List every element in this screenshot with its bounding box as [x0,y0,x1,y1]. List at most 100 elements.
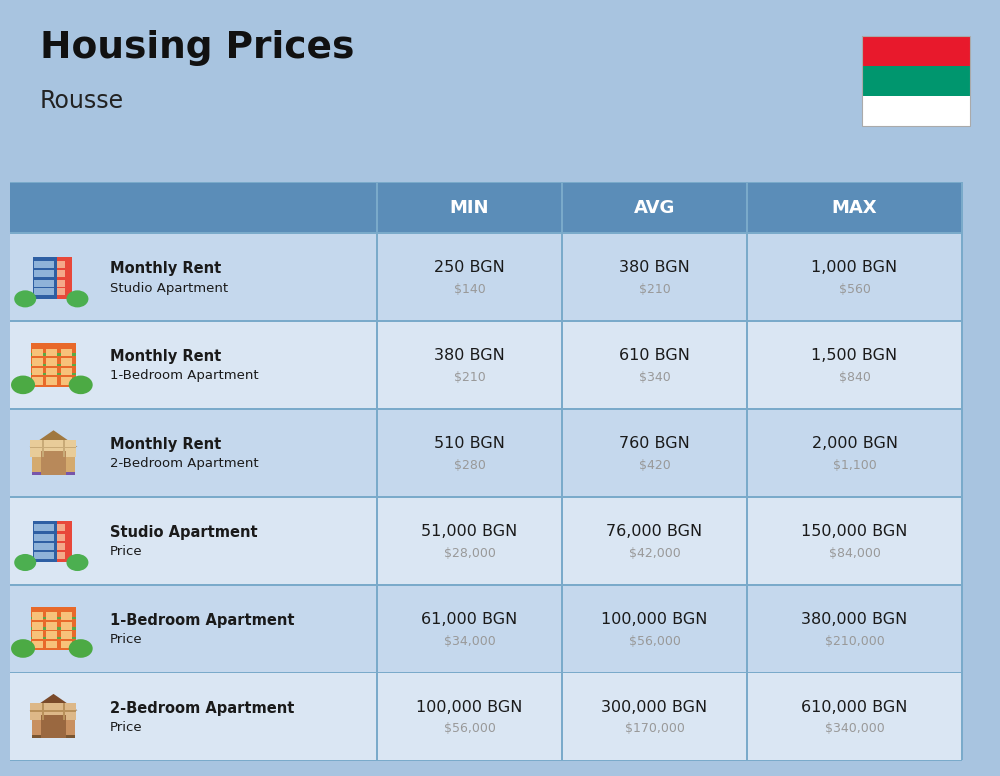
FancyBboxPatch shape [32,641,43,649]
FancyBboxPatch shape [42,440,44,457]
Text: 150,000 BGN: 150,000 BGN [801,524,908,539]
FancyBboxPatch shape [376,182,378,234]
FancyBboxPatch shape [746,321,748,409]
FancyBboxPatch shape [34,525,44,532]
FancyBboxPatch shape [31,627,76,629]
FancyBboxPatch shape [961,673,963,760]
FancyBboxPatch shape [44,543,54,550]
FancyBboxPatch shape [31,617,76,619]
Text: 2-Bedroom Apartment: 2-Bedroom Apartment [110,457,259,470]
FancyBboxPatch shape [10,673,962,760]
FancyBboxPatch shape [57,543,65,550]
Text: Monthly Rent: Monthly Rent [110,437,221,452]
FancyBboxPatch shape [31,637,76,639]
FancyBboxPatch shape [46,612,57,620]
FancyBboxPatch shape [34,270,44,277]
FancyBboxPatch shape [57,552,65,559]
FancyBboxPatch shape [10,234,962,321]
FancyBboxPatch shape [376,673,378,760]
FancyBboxPatch shape [746,182,748,234]
FancyBboxPatch shape [31,373,76,376]
FancyBboxPatch shape [63,703,65,720]
FancyBboxPatch shape [32,622,43,629]
FancyBboxPatch shape [961,182,963,234]
FancyBboxPatch shape [46,359,57,366]
Text: $170,000: $170,000 [625,722,684,736]
FancyBboxPatch shape [61,359,72,366]
FancyBboxPatch shape [61,368,72,376]
FancyBboxPatch shape [376,585,378,673]
Text: AVG: AVG [634,199,675,217]
Text: $210: $210 [639,283,670,296]
FancyBboxPatch shape [746,585,748,673]
Text: Price: Price [110,546,143,558]
FancyBboxPatch shape [561,234,563,321]
FancyBboxPatch shape [57,525,65,532]
FancyBboxPatch shape [31,343,76,386]
Text: $420: $420 [639,459,670,472]
Text: MAX: MAX [832,199,877,217]
FancyBboxPatch shape [57,288,65,295]
FancyBboxPatch shape [10,585,962,673]
FancyBboxPatch shape [10,232,962,234]
Text: Housing Prices: Housing Prices [40,30,354,66]
FancyBboxPatch shape [44,261,54,268]
Text: $340,000: $340,000 [825,722,884,736]
Circle shape [66,290,88,307]
Text: $56,000: $56,000 [444,722,495,736]
FancyBboxPatch shape [44,279,54,286]
FancyBboxPatch shape [44,288,54,295]
Text: Studio Apartment: Studio Apartment [110,282,228,295]
FancyBboxPatch shape [30,710,55,712]
Text: 2-Bedroom Apartment: 2-Bedroom Apartment [110,701,294,715]
FancyBboxPatch shape [746,673,748,760]
FancyBboxPatch shape [33,258,72,299]
FancyBboxPatch shape [34,552,44,559]
Circle shape [14,554,36,571]
FancyBboxPatch shape [33,521,72,563]
FancyBboxPatch shape [30,447,55,449]
FancyBboxPatch shape [10,496,962,497]
Text: $34,000: $34,000 [444,635,495,648]
FancyBboxPatch shape [30,440,55,457]
FancyBboxPatch shape [41,452,66,475]
Text: 380 BGN: 380 BGN [434,348,505,363]
FancyBboxPatch shape [10,409,962,497]
FancyBboxPatch shape [862,36,970,66]
FancyBboxPatch shape [57,534,65,541]
Circle shape [66,554,88,571]
FancyBboxPatch shape [51,703,76,720]
FancyBboxPatch shape [46,631,57,639]
FancyBboxPatch shape [561,585,563,673]
FancyBboxPatch shape [46,368,57,376]
FancyBboxPatch shape [561,321,563,409]
FancyBboxPatch shape [34,288,44,295]
FancyBboxPatch shape [376,321,378,409]
FancyBboxPatch shape [32,709,75,738]
FancyBboxPatch shape [961,409,963,497]
Text: Monthly Rent: Monthly Rent [110,262,221,276]
Text: Rousse: Rousse [40,88,124,113]
FancyBboxPatch shape [32,359,43,366]
FancyBboxPatch shape [10,182,962,183]
FancyBboxPatch shape [57,261,65,268]
Text: $84,000: $84,000 [829,547,880,559]
Text: $210,000: $210,000 [825,635,884,648]
FancyBboxPatch shape [376,497,378,585]
FancyBboxPatch shape [44,534,54,541]
Text: 300,000 BGN: 300,000 BGN [601,700,708,715]
FancyBboxPatch shape [10,321,962,409]
FancyBboxPatch shape [61,622,72,629]
FancyBboxPatch shape [34,279,44,286]
FancyBboxPatch shape [32,377,43,385]
FancyBboxPatch shape [10,408,962,410]
Text: 61,000 BGN: 61,000 BGN [421,611,518,627]
Text: Monthly Rent: Monthly Rent [110,349,221,364]
FancyBboxPatch shape [746,409,748,497]
FancyBboxPatch shape [44,525,54,532]
Text: 100,000 BGN: 100,000 BGN [416,700,523,715]
FancyBboxPatch shape [51,710,76,712]
FancyBboxPatch shape [32,348,43,356]
Text: $42,000: $42,000 [629,547,680,559]
FancyBboxPatch shape [561,182,563,234]
